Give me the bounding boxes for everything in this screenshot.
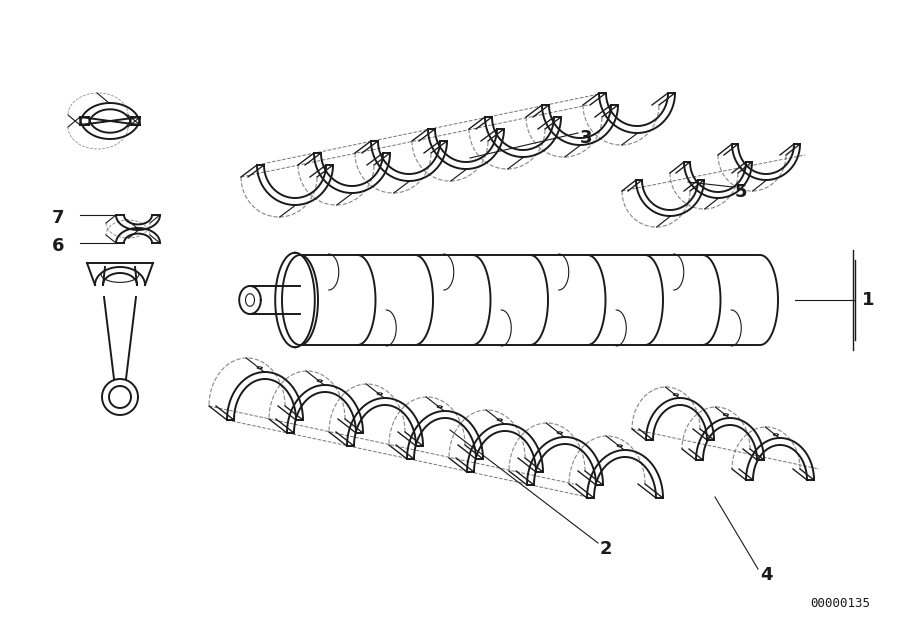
Text: 6: 6 [52,237,65,255]
Text: 7: 7 [52,209,65,227]
Text: 2: 2 [600,540,613,558]
Text: 3: 3 [580,129,592,147]
Text: 00000135: 00000135 [810,597,870,610]
Text: 4: 4 [760,566,772,584]
Text: 5: 5 [735,183,748,201]
Text: 1: 1 [862,291,875,309]
